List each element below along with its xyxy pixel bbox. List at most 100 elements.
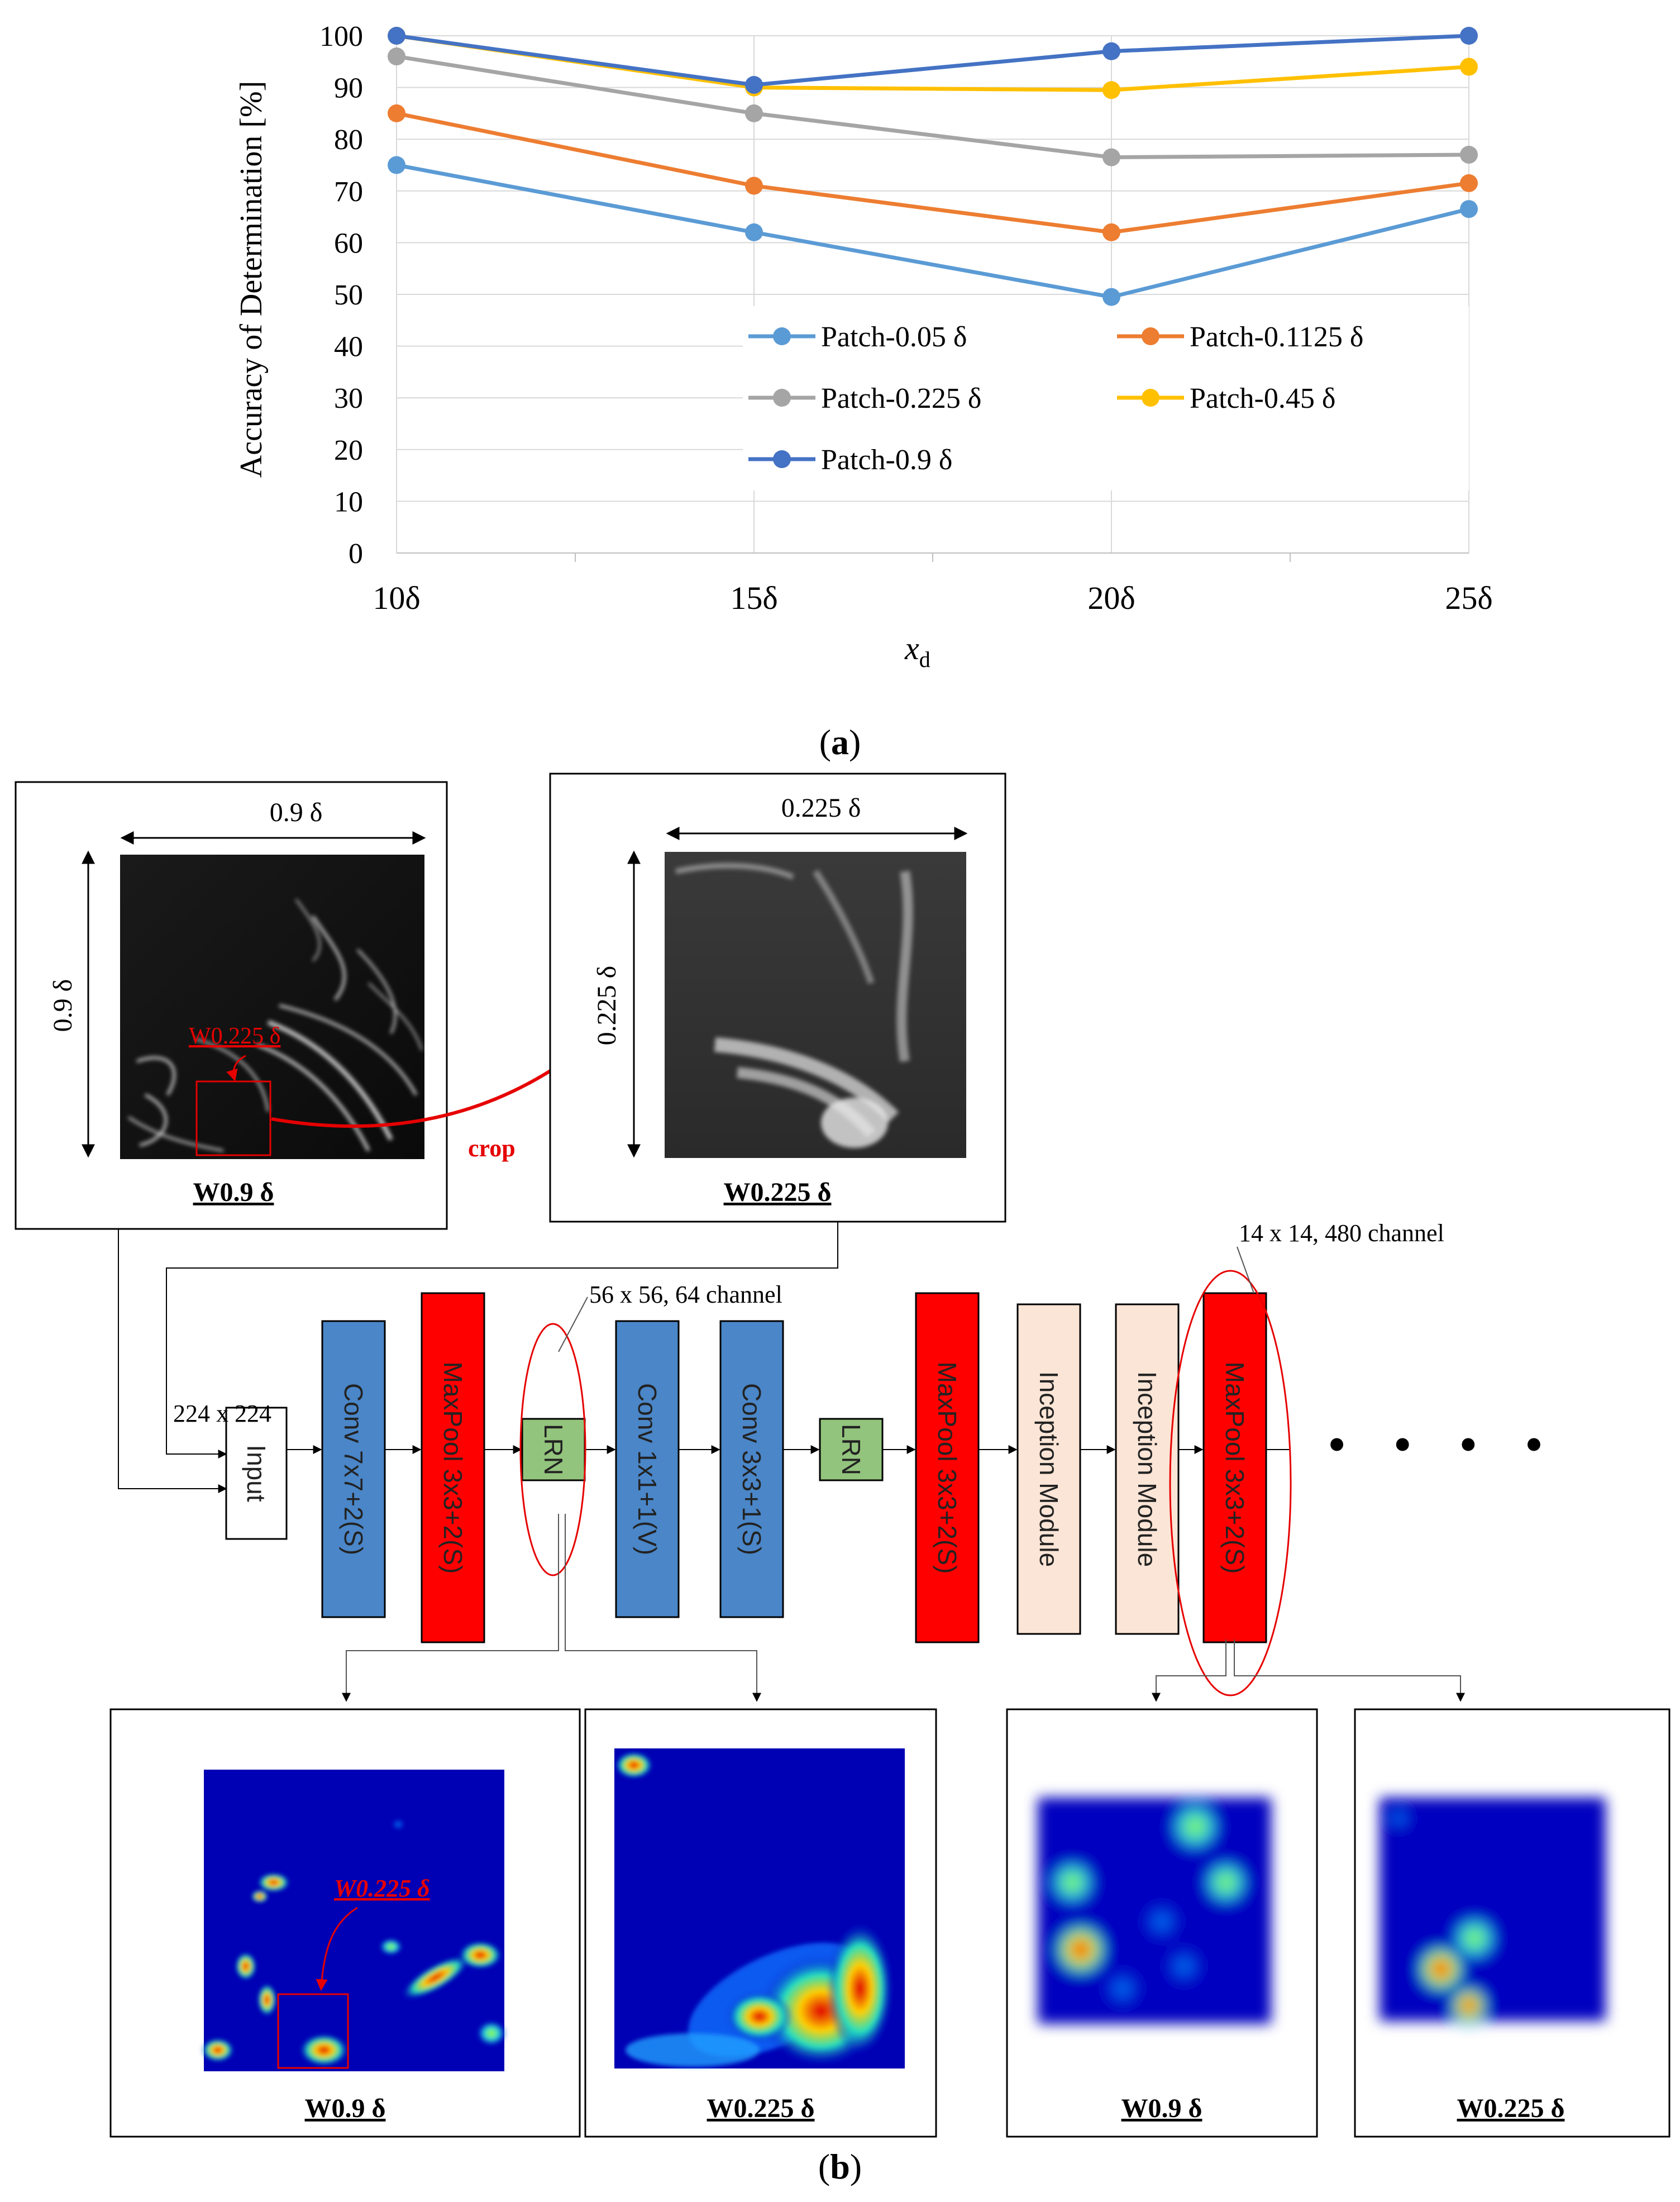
svg-text:14 x 14, 480 channel: 14 x 14, 480 channel (1239, 1219, 1444, 1247)
cropped-image-panel: 0.225 δ 0.225 δ W0.225 δ (549, 773, 1006, 1223)
series-line (396, 34, 1469, 87)
legend-item: Patch-0.45 δ (1117, 383, 1335, 414)
layer-box (521, 1418, 586, 1481)
layer-label: LRN (837, 1424, 866, 1475)
feature-map-3: W0.9 δ (1006, 1708, 1318, 2138)
layer-pool-3: MaxPool 3x3+2(S) (421, 1292, 522, 1643)
series-line (396, 111, 1469, 235)
input-size-annotation: 224 x 224 (173, 1400, 271, 1427)
y-tick-label: 70 (334, 176, 363, 208)
layer-box (819, 1418, 884, 1481)
x-axis-label-main: x (904, 630, 919, 666)
svg-text:0.9 δ: 0.9 δ (270, 798, 323, 827)
x-axis-label: xd (904, 630, 930, 672)
data-point (388, 47, 405, 66)
cropped-image-caption: W0.225 δ (724, 1178, 832, 1207)
cropped-image-width-dim: 0.225 δ (666, 793, 968, 840)
y-tick-label: 40 (334, 331, 363, 363)
data-point (388, 156, 405, 174)
y-tick-label: 100 (319, 21, 363, 53)
layer-box (421, 1292, 485, 1643)
layer-pool-8: MaxPool 3x3+2(S) (915, 1292, 1018, 1643)
x-tick-label: 15δ (730, 580, 777, 616)
legend-label: Patch-0.05 δ (821, 321, 967, 353)
line-chart: 0 10 20 30 40 50 60 70 80 90 100 10δ 15δ 20δ 25δ Accu… (234, 21, 1493, 672)
data-point (745, 177, 763, 195)
legend-marker (1142, 389, 1159, 407)
legend-marker (773, 389, 791, 407)
svg-text:56 x 56, 64 channel: 56 x 56, 64 channel (589, 1281, 782, 1308)
series-4 (388, 27, 1478, 99)
data-point (1102, 42, 1120, 60)
svg-text:0.225 δ: 0.225 δ (592, 966, 622, 1046)
continuation-dots: • • • • (1328, 1414, 1560, 1474)
feature-map-2-caption: W0.225 δ (707, 2094, 815, 2123)
cropped-image-height-dim: 0.225 δ (592, 850, 641, 1158)
data-point (1460, 174, 1478, 192)
data-point (1460, 27, 1478, 45)
data-point (745, 104, 763, 122)
legend-label: Patch-0.9 δ (821, 444, 952, 476)
data-point (745, 223, 763, 241)
y-axis-label: Accuracy of Determination [%] (234, 81, 269, 478)
source-image-width-dim: 0.9 δ (120, 798, 426, 845)
series-1 (388, 156, 1478, 306)
layer-conv-6: Conv 3x3+1(S) (719, 1320, 820, 1618)
y-tick-label: 0 (349, 538, 363, 570)
data-point (1460, 58, 1478, 76)
data-point (388, 27, 405, 45)
layer-label: MaxPool 3x3+2(S) (438, 1362, 467, 1574)
data-point (1102, 223, 1120, 241)
network-diagram: Input Conv 7x7+2(S) MaxPool 3x3+2(S) LRN Con… (225, 1292, 1560, 1643)
source-image-height-dim: 0.9 δ (48, 850, 95, 1158)
layer-inception-9: Inception Module (1016, 1303, 1116, 1635)
feature-map-2: W0.225 δ (584, 1708, 937, 2138)
data-point (1102, 81, 1120, 99)
y-tick-label: 60 (334, 227, 363, 259)
layer-box (915, 1292, 980, 1643)
data-point (1102, 288, 1120, 306)
layer-pool-11: MaxPool 3x3+2(S) (1202, 1292, 1267, 1643)
layer-box (1016, 1303, 1081, 1635)
y-tick-labels: 0 10 20 30 40 50 60 70 80 90 100 (319, 21, 363, 570)
layer-label: MaxPool 3x3+2(S) (1220, 1362, 1249, 1574)
svg-text:0.225 δ: 0.225 δ (781, 793, 861, 823)
legend-item: Patch-0.225 δ (748, 383, 981, 414)
y-tick-label: 50 (334, 279, 363, 311)
panel-a-label: (a) (819, 722, 861, 762)
svg-text:0.9 δ: 0.9 δ (48, 979, 78, 1032)
source-image-caption: W0.9 δ (193, 1178, 274, 1207)
x-tick-label: 10δ (373, 580, 420, 616)
input-connectors (118, 1222, 838, 1493)
y-tick-label: 80 (334, 124, 363, 156)
series-line (396, 54, 1469, 160)
layer-label: Conv 1x1+1(V) (633, 1383, 662, 1555)
layer-box (1115, 1303, 1180, 1635)
layer-label: Inception Module (1133, 1371, 1162, 1567)
feature-map-1-crop-label: W0.225 δ (334, 1875, 430, 1902)
series-line (396, 163, 1469, 299)
chart-series (388, 27, 1478, 306)
layer-input-1: Input (225, 1407, 322, 1540)
x-tick-label: 25δ (1445, 580, 1492, 616)
y-tick-label: 20 (334, 435, 363, 466)
y-tick-label: 10 (334, 486, 363, 518)
y-tick-label: 90 (334, 73, 363, 104)
panel-b-label: (b) (818, 2147, 862, 2186)
layer-label: Conv 7x7+2(S) (339, 1383, 368, 1555)
legend-marker (1142, 327, 1159, 345)
layer-box (225, 1407, 288, 1540)
data-point (388, 104, 405, 122)
data-point (1460, 145, 1478, 164)
legend-label: Patch-0.225 δ (821, 383, 981, 414)
layer-lrn-7: LRN (819, 1418, 916, 1481)
x-axis-label-sub: d (919, 647, 930, 672)
lrn-annotation: 56 x 56, 64 channel (519, 1281, 782, 1576)
layer-box (1202, 1292, 1267, 1643)
layer-box (321, 1320, 386, 1618)
x-tick-label: 20δ (1087, 580, 1135, 616)
chart-legend: Patch-0.05 δ Patch-0.1125 δ Patch-0.225 δ P… (743, 306, 1469, 490)
layer-conv-5: Conv 1x1+1(V) (615, 1320, 720, 1618)
layer-box (719, 1320, 784, 1618)
